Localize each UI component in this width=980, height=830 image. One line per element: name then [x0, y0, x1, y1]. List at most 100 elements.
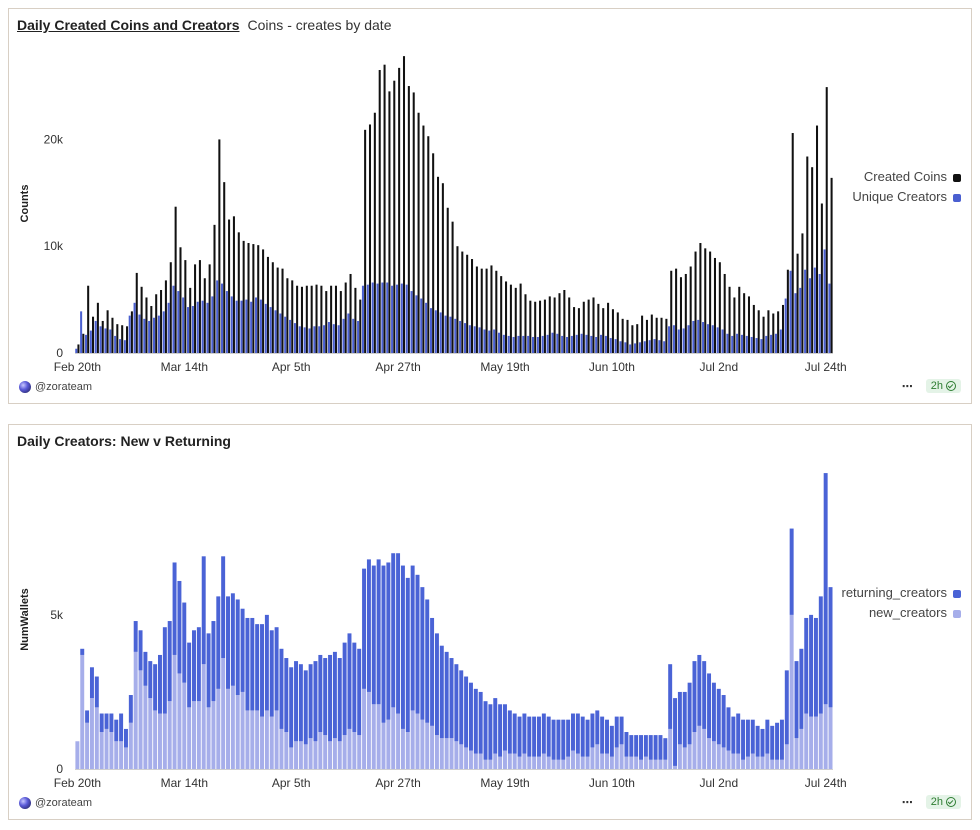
bar-unique-creators[interactable] [318, 326, 321, 353]
bar-unique-creators[interactable] [89, 330, 92, 353]
bar-created-coins[interactable] [305, 285, 308, 353]
bar-unique-creators[interactable] [697, 319, 700, 353]
bar-returning-creators[interactable] [731, 716, 736, 754]
bar-unique-creators[interactable] [196, 301, 199, 353]
bar-unique-creators[interactable] [774, 333, 777, 353]
legend-item-created-coins[interactable]: Created Coins [852, 167, 961, 187]
bar-created-coins[interactable] [87, 285, 90, 353]
bar-created-coins[interactable] [189, 287, 192, 353]
bar-new-creators[interactable] [473, 753, 478, 769]
bar-returning-creators[interactable] [260, 624, 264, 717]
bar-unique-creators[interactable] [410, 291, 413, 353]
bar-returning-creators[interactable] [342, 642, 347, 736]
bar-created-coins[interactable] [354, 287, 357, 353]
bar-new-creators[interactable] [527, 756, 532, 769]
bar-created-coins[interactable] [368, 124, 372, 353]
bar-unique-creators[interactable] [342, 318, 345, 353]
bar-returning-creators[interactable] [755, 725, 760, 757]
bar-returning-creators[interactable] [235, 599, 240, 696]
bar-new-creators[interactable] [663, 759, 668, 769]
bar-unique-creators[interactable] [400, 283, 403, 353]
bar-unique-creators[interactable] [629, 344, 632, 353]
bar-unique-creators[interactable] [609, 338, 612, 353]
bar-returning-creators[interactable] [804, 617, 809, 714]
bar-returning-creators[interactable] [498, 704, 503, 757]
bar-created-coins[interactable] [718, 262, 721, 353]
bar-created-coins[interactable] [164, 280, 167, 353]
bar-new-creators[interactable] [745, 756, 750, 769]
bar-new-creators[interactable] [430, 725, 435, 769]
bar-new-creators[interactable] [123, 747, 128, 769]
bar-returning-creators[interactable] [468, 682, 473, 751]
bar-unique-creators[interactable] [677, 329, 680, 353]
bar-unique-creators[interactable] [459, 320, 462, 353]
bar-created-coins[interactable] [315, 284, 318, 353]
bar-unique-creators[interactable] [289, 319, 292, 353]
bar-returning-creators[interactable] [148, 661, 153, 699]
bar-unique-creators[interactable] [357, 320, 360, 353]
bar-new-creators[interactable] [80, 654, 85, 769]
bar-returning-creators[interactable] [624, 732, 629, 757]
bar-unique-creators[interactable] [313, 326, 316, 353]
bar-returning-creators[interactable] [551, 719, 556, 760]
bar-returning-creators[interactable] [308, 664, 313, 739]
bar-created-coins[interactable] [364, 129, 367, 353]
bar-created-coins[interactable] [529, 300, 532, 353]
bar-unique-creators[interactable] [75, 348, 78, 353]
bar-new-creators[interactable] [226, 688, 230, 769]
bar-returning-creators[interactable] [775, 722, 780, 760]
bar-created-coins[interactable] [607, 302, 610, 353]
bar-unique-creators[interactable] [230, 296, 233, 353]
bar-returning-creators[interactable] [575, 713, 580, 754]
legend-item-new-creators[interactable]: new_creators [842, 603, 961, 623]
bar-returning-creators[interactable] [653, 735, 658, 760]
bar-new-creators[interactable] [167, 701, 172, 769]
bar-new-creators[interactable] [201, 664, 206, 769]
bar-returning-creators[interactable] [153, 664, 158, 711]
bar-returning-creators[interactable] [532, 716, 537, 757]
bar-new-creators[interactable] [439, 738, 444, 769]
bar-created-coins[interactable] [519, 283, 522, 353]
bar-new-creators[interactable] [498, 756, 503, 769]
bar-new-creators[interactable] [138, 670, 143, 769]
bar-unique-creators[interactable] [172, 285, 175, 353]
bar-new-creators[interactable] [133, 651, 138, 769]
bar-unique-creators[interactable] [585, 334, 588, 353]
bar-new-creators[interactable] [541, 753, 546, 769]
bar-unique-creators[interactable] [439, 312, 442, 353]
bar-created-coins[interactable] [830, 177, 833, 353]
bar-created-coins[interactable] [262, 249, 265, 353]
bar-new-creators[interactable] [468, 750, 473, 769]
bar-returning-creators[interactable] [94, 676, 99, 708]
bar-unique-creators[interactable] [619, 341, 622, 353]
bar-new-creators[interactable] [566, 756, 571, 769]
bar-new-creators[interactable] [770, 759, 775, 769]
bar-created-coins[interactable] [582, 301, 585, 353]
chart2-owner[interactable]: @zorateam [19, 797, 92, 809]
bar-new-creators[interactable] [109, 732, 114, 769]
bar-new-creators[interactable] [342, 735, 347, 769]
bar-new-creators[interactable] [303, 744, 308, 769]
bar-new-creators[interactable] [711, 741, 716, 769]
bar-unique-creators[interactable] [293, 323, 296, 353]
bar-unique-creators[interactable] [376, 283, 379, 353]
bar-unique-creators[interactable] [337, 325, 340, 353]
bar-unique-creators[interactable] [323, 325, 326, 353]
bar-new-creators[interactable] [362, 688, 367, 769]
bar-unique-creators[interactable] [284, 316, 287, 353]
bar-returning-creators[interactable] [687, 682, 692, 745]
bar-new-creators[interactable] [366, 691, 371, 769]
bar-returning-creators[interactable] [595, 710, 600, 745]
bar-unique-creators[interactable] [415, 295, 418, 353]
bar-new-creators[interactable] [391, 707, 396, 769]
bar-new-creators[interactable] [502, 750, 507, 769]
bar-created-coins[interactable] [247, 243, 250, 353]
bar-created-coins[interactable] [378, 70, 381, 353]
bar-unique-creators[interactable] [716, 327, 719, 353]
bar-returning-creators[interactable] [269, 630, 274, 717]
bar-returning-creators[interactable] [420, 587, 425, 720]
bar-unique-creators[interactable] [556, 333, 559, 353]
bar-created-coins[interactable] [573, 307, 576, 353]
bar-returning-creators[interactable] [221, 556, 226, 659]
bar-returning-creators[interactable] [80, 648, 85, 655]
